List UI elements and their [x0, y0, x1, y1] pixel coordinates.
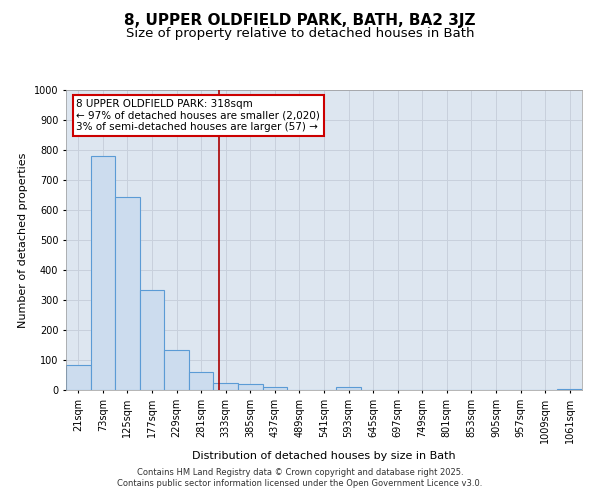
Bar — [336, 387, 361, 390]
Bar — [557, 388, 582, 390]
Text: 8, UPPER OLDFIELD PARK, BATH, BA2 3JZ: 8, UPPER OLDFIELD PARK, BATH, BA2 3JZ — [124, 12, 476, 28]
X-axis label: Distribution of detached houses by size in Bath: Distribution of detached houses by size … — [192, 451, 456, 461]
Bar — [91, 156, 115, 390]
Bar — [164, 350, 189, 390]
Bar — [140, 290, 164, 390]
Text: Size of property relative to detached houses in Bath: Size of property relative to detached ho… — [126, 28, 474, 40]
Bar — [214, 382, 238, 390]
Bar — [66, 364, 91, 390]
Bar — [115, 196, 140, 390]
Text: Contains HM Land Registry data © Crown copyright and database right 2025.
Contai: Contains HM Land Registry data © Crown c… — [118, 468, 482, 487]
Bar — [238, 384, 263, 390]
Y-axis label: Number of detached properties: Number of detached properties — [19, 152, 28, 328]
Bar — [263, 387, 287, 390]
Text: 8 UPPER OLDFIELD PARK: 318sqm
← 97% of detached houses are smaller (2,020)
3% of: 8 UPPER OLDFIELD PARK: 318sqm ← 97% of d… — [76, 99, 320, 132]
Bar — [189, 372, 214, 390]
